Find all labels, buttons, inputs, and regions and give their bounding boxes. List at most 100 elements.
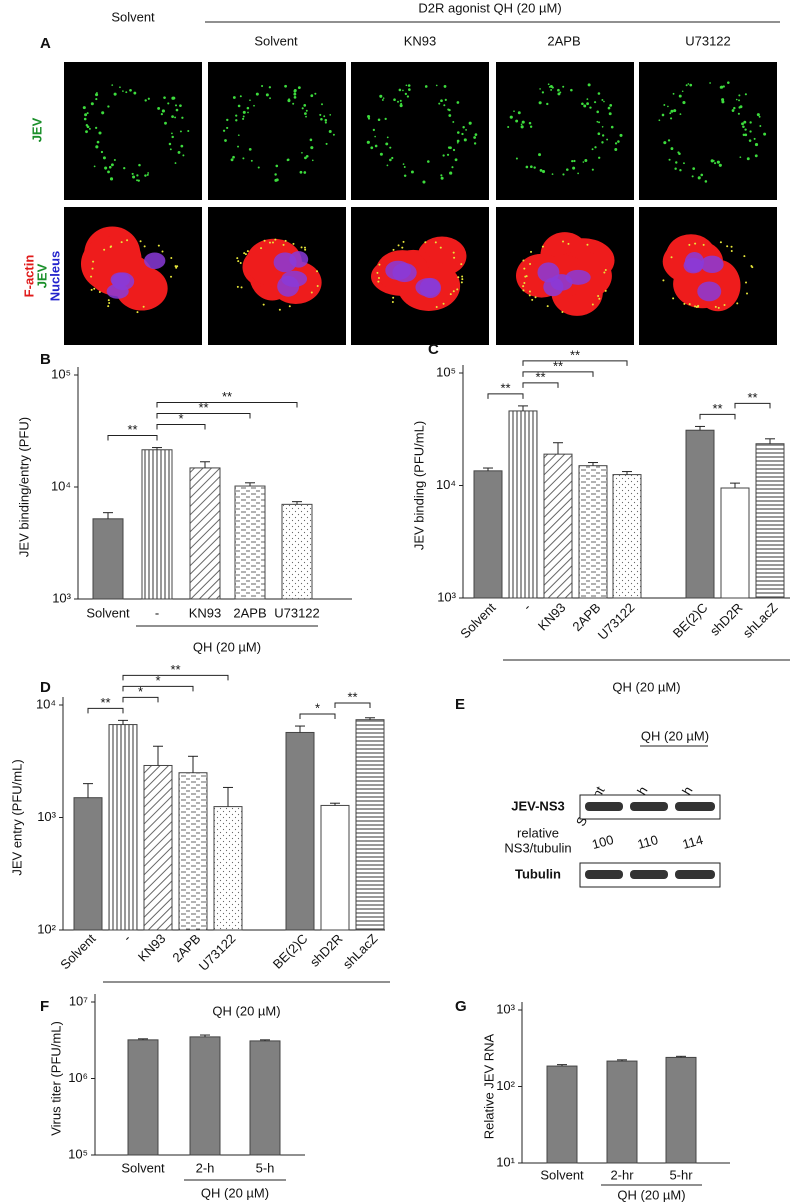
puncta — [382, 97, 385, 99]
puncta — [541, 245, 544, 248]
puncta — [679, 169, 682, 172]
puncta — [530, 250, 533, 253]
error-bar — [245, 482, 255, 487]
significance-bracket — [122, 685, 194, 692]
x-tick-label: BE(2)C — [270, 931, 311, 972]
error-bar — [676, 1055, 686, 1058]
puncta — [442, 302, 445, 305]
puncta — [530, 165, 533, 169]
puncta — [404, 92, 408, 96]
puncta — [303, 171, 307, 174]
puncta — [448, 114, 452, 117]
puncta — [449, 293, 452, 296]
puncta — [691, 175, 694, 178]
bar — [92, 518, 124, 600]
puncta — [596, 110, 599, 114]
puncta — [319, 113, 322, 116]
puncta — [410, 170, 414, 174]
significance-bracket — [156, 402, 298, 408]
puncta — [456, 288, 459, 291]
group-label: QH (20 µM) — [201, 1185, 269, 1200]
puncta — [132, 175, 136, 179]
puncta — [179, 130, 182, 133]
micrograph — [639, 62, 777, 200]
puncta — [546, 305, 549, 308]
puncta — [136, 174, 139, 177]
error-bar — [152, 447, 162, 450]
puncta — [562, 240, 565, 243]
puncta — [101, 111, 105, 115]
puncta — [743, 255, 746, 258]
puncta — [323, 115, 326, 118]
puncta — [370, 146, 374, 150]
puncta — [169, 148, 172, 151]
puncta — [714, 305, 717, 308]
puncta — [224, 139, 227, 142]
puncta — [236, 257, 239, 260]
puncta — [681, 90, 684, 93]
x-tick-label: 2-h — [196, 1160, 215, 1175]
puncta — [242, 115, 245, 118]
ratio-value: 110 — [636, 832, 660, 852]
band — [630, 802, 668, 811]
puncta — [742, 133, 746, 137]
puncta — [658, 119, 661, 122]
row-label: JEV — [29, 117, 44, 142]
puncta — [107, 305, 110, 308]
puncta — [108, 301, 111, 304]
puncta — [733, 106, 736, 110]
puncta — [179, 104, 182, 108]
puncta — [539, 88, 541, 90]
puncta — [304, 248, 307, 251]
puncta — [678, 94, 682, 98]
puncta — [137, 179, 140, 182]
puncta — [324, 118, 328, 122]
puncta — [403, 174, 407, 177]
x-tick-label: shD2R — [707, 600, 746, 639]
puncta — [84, 113, 88, 117]
puncta — [260, 247, 263, 250]
puncta — [601, 98, 604, 101]
bar — [612, 474, 642, 599]
puncta — [269, 97, 271, 100]
x-tick-label: shD2R — [307, 931, 346, 970]
puncta — [320, 118, 323, 121]
puncta — [533, 166, 536, 169]
puncta — [435, 306, 438, 309]
puncta — [736, 302, 739, 305]
puncta — [584, 159, 588, 162]
puncta — [610, 125, 614, 129]
significance-bracket — [734, 402, 771, 409]
group-label: QH (20 µM) — [612, 679, 680, 694]
puncta — [609, 103, 613, 107]
puncta — [754, 142, 759, 147]
puncta — [688, 243, 691, 246]
bar — [178, 772, 208, 931]
puncta — [722, 85, 725, 88]
puncta — [311, 159, 314, 162]
error-bar — [103, 512, 113, 519]
column-label: Solvent — [254, 33, 298, 48]
puncta — [596, 120, 599, 123]
significance-bracket — [87, 707, 124, 714]
y-axis-label: JEV binding (PFU/mL) — [411, 421, 426, 550]
puncta — [517, 111, 521, 115]
error-bar — [622, 471, 632, 475]
puncta — [667, 139, 671, 142]
group-label: QH (20 µM) — [641, 728, 709, 743]
puncta — [583, 104, 587, 108]
puncta — [710, 159, 714, 163]
puncta — [284, 239, 287, 242]
puncta — [104, 166, 108, 170]
error-bar — [365, 717, 375, 720]
puncta — [697, 176, 701, 180]
puncta — [522, 259, 525, 262]
puncta — [316, 270, 319, 273]
x-tick-label: shLacZ — [340, 931, 381, 972]
significance-label: ** — [347, 689, 357, 704]
puncta — [675, 161, 678, 164]
y-tick-label: 10⁴ — [436, 477, 456, 492]
significance-bracket — [299, 713, 336, 720]
puncta — [538, 153, 542, 157]
x-tick-label: - — [120, 931, 134, 945]
